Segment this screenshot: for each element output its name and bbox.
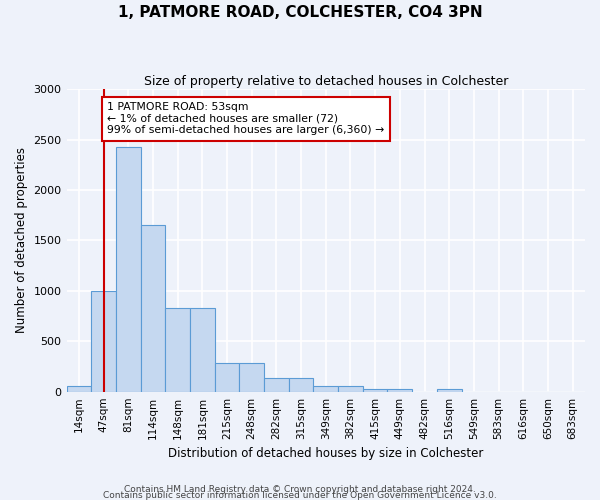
Y-axis label: Number of detached properties: Number of detached properties [15, 148, 28, 334]
Bar [264, 378, 289, 392]
Bar [116, 146, 140, 392]
Text: 1, PATMORE ROAD, COLCHESTER, CO4 3PN: 1, PATMORE ROAD, COLCHESTER, CO4 3PN [118, 5, 482, 20]
Bar [190, 308, 215, 392]
Bar [239, 363, 264, 392]
Bar [313, 386, 338, 392]
X-axis label: Distribution of detached houses by size in Colchester: Distribution of detached houses by size … [168, 447, 484, 460]
Bar [165, 308, 190, 392]
Bar [437, 388, 461, 392]
Text: Contains public sector information licensed under the Open Government Licence v3: Contains public sector information licen… [103, 491, 497, 500]
Bar [215, 363, 239, 392]
Bar [67, 386, 91, 392]
Bar [338, 386, 363, 392]
Text: 1 PATMORE ROAD: 53sqm
← 1% of detached houses are smaller (72)
99% of semi-detac: 1 PATMORE ROAD: 53sqm ← 1% of detached h… [107, 102, 385, 136]
Title: Size of property relative to detached houses in Colchester: Size of property relative to detached ho… [143, 75, 508, 88]
Bar [289, 378, 313, 392]
Bar [363, 388, 388, 392]
Text: Contains HM Land Registry data © Crown copyright and database right 2024.: Contains HM Land Registry data © Crown c… [124, 485, 476, 494]
Bar [140, 226, 165, 392]
Bar [388, 388, 412, 392]
Bar [91, 291, 116, 392]
